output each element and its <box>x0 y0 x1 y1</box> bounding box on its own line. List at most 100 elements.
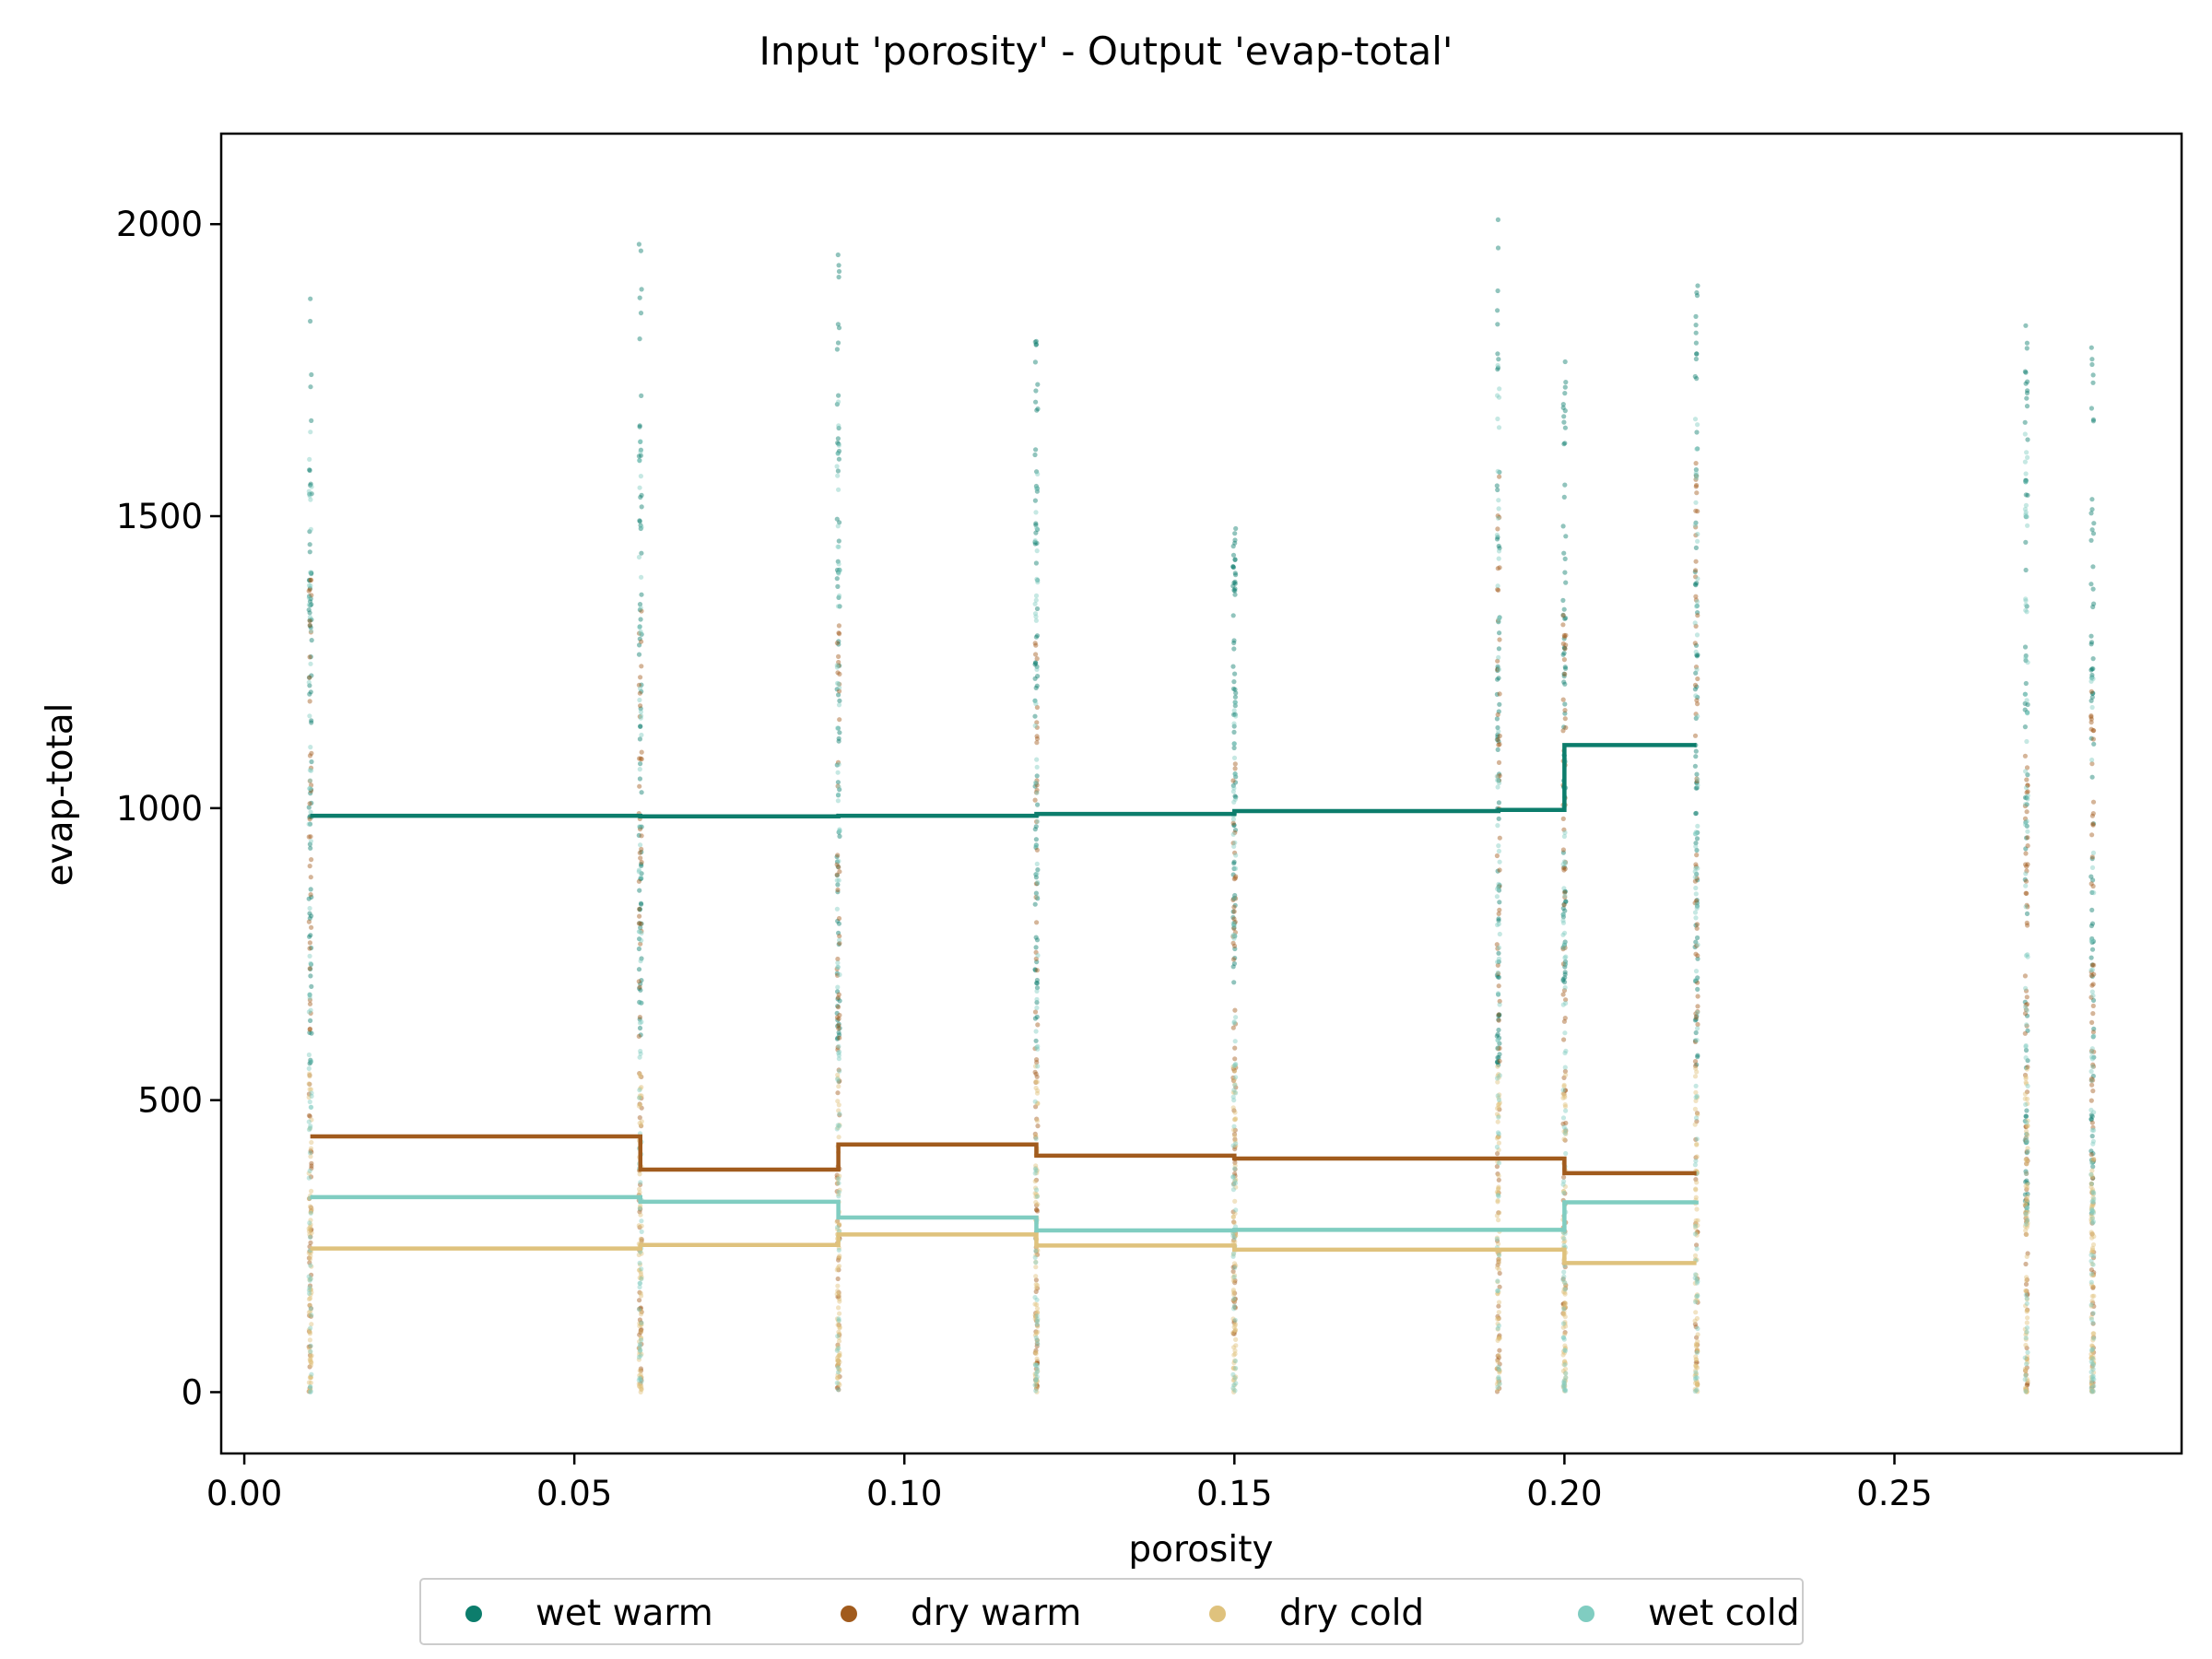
scatter-point <box>1496 759 1502 766</box>
scatter-point <box>636 946 642 952</box>
scatter-point <box>1497 931 1502 937</box>
scatter-point <box>836 1387 841 1393</box>
scatter-point <box>638 248 644 253</box>
scatter-point <box>1495 778 1500 783</box>
scatter-point <box>638 606 643 611</box>
scatter-point <box>307 1071 312 1077</box>
scatter-point <box>1497 1101 1502 1107</box>
scatter-point <box>308 892 313 898</box>
scatter-point <box>1232 1375 1238 1381</box>
scatter-point <box>2022 644 2029 650</box>
scatter-point <box>309 570 314 576</box>
scatter-point <box>307 778 312 784</box>
scatter-point <box>308 1362 313 1368</box>
scatter-point <box>637 1383 642 1389</box>
scatter-point <box>1231 1345 1237 1350</box>
scatter-point <box>1231 799 1237 805</box>
scatter-point <box>2088 923 2094 929</box>
scatter-point <box>1033 790 1039 795</box>
scatter-point <box>1034 1203 1040 1208</box>
scatter-point <box>2089 761 2095 767</box>
scatter-point <box>836 761 841 767</box>
scatter-point <box>1561 886 1567 891</box>
scatter-point <box>1231 1274 1237 1280</box>
scatter-point <box>1496 1355 1501 1360</box>
scatter-point <box>836 448 842 454</box>
scatter-point <box>1694 1154 1700 1159</box>
scatter-point <box>1560 524 1566 529</box>
scatter-point <box>1497 1210 1502 1216</box>
scatter-point <box>636 921 642 926</box>
scatter-point <box>1496 1097 1502 1102</box>
scatter-point <box>837 1253 842 1259</box>
scatter-point <box>1032 967 1038 972</box>
step-lines <box>310 743 1699 1265</box>
scatter-point <box>1560 912 1566 917</box>
scatter-point <box>639 749 644 755</box>
scatter-point <box>1693 1298 1699 1303</box>
scatter-point <box>1230 1252 1236 1257</box>
scatter-point <box>1034 1385 1040 1391</box>
scatter-point <box>2088 1387 2094 1393</box>
scatter-point <box>2024 1202 2030 1207</box>
scatter-point <box>637 984 642 990</box>
scatter-point <box>1032 1382 1038 1388</box>
scatter-point <box>836 830 841 835</box>
scatter-point <box>1232 1277 1238 1283</box>
scatter-point <box>1231 925 1237 932</box>
scatter-point <box>308 497 313 502</box>
scatter-point <box>1562 1092 1568 1099</box>
scatter-point <box>2023 1196 2029 1202</box>
scatter-point <box>2088 1316 2095 1323</box>
scatter-point <box>1560 1277 1566 1283</box>
scatter-point <box>1563 1127 1569 1133</box>
scatter-point <box>1231 745 1237 751</box>
scatter-point <box>2025 388 2030 394</box>
scatter-point <box>835 989 841 994</box>
scatter-point <box>1561 865 1567 870</box>
scatter-point <box>2022 822 2029 828</box>
scatter-point <box>1495 922 1500 928</box>
scatter-point <box>834 402 841 407</box>
scatter-point <box>1035 1310 1041 1315</box>
scatter-point <box>1562 1366 1569 1371</box>
scatter-point <box>836 738 841 744</box>
scatter-point <box>1694 604 1700 609</box>
scatter-point <box>1495 1151 1500 1157</box>
scatter-point <box>2024 1208 2030 1214</box>
scatter-point <box>1496 1177 1501 1182</box>
scatter-point <box>1562 894 1568 900</box>
scatter-point <box>836 1255 841 1261</box>
scatter-point <box>2024 1178 2030 1183</box>
scatter-point <box>1495 1190 1500 1195</box>
scatter-point <box>1231 1063 1237 1069</box>
scatter-point <box>2091 1110 2097 1115</box>
scatter-point <box>1034 1283 1040 1288</box>
scatter-point <box>1561 833 1567 840</box>
scatter-point <box>309 750 314 757</box>
scatter-point <box>1496 1017 1501 1022</box>
scatter-point <box>1034 981 1040 986</box>
scatter-point <box>1033 781 1039 786</box>
scatter-point <box>638 1312 644 1317</box>
scatter-point <box>1033 685 1039 691</box>
scatter-point <box>1033 1335 1039 1340</box>
scatter-point <box>1034 1337 1040 1343</box>
scatter-point <box>1232 1358 1238 1363</box>
scatter-point <box>1033 634 1039 640</box>
scatter-point <box>837 1026 842 1031</box>
scatter-point <box>1561 1174 1567 1180</box>
scatter-point <box>1693 831 1699 837</box>
scatter-point <box>1692 1074 1699 1079</box>
scatter-point <box>1561 1129 1567 1135</box>
scatter-point <box>307 1364 312 1370</box>
scatter-point <box>1232 1178 1238 1183</box>
scatter-point <box>834 762 840 768</box>
scatter-point <box>306 577 312 583</box>
scatter-point <box>2023 985 2029 991</box>
scatter-point <box>1032 539 1038 545</box>
scatter-point <box>637 519 642 524</box>
scatter-point <box>637 1190 642 1195</box>
scatter-point <box>1694 1298 1700 1303</box>
scatter-point <box>1496 956 1501 961</box>
